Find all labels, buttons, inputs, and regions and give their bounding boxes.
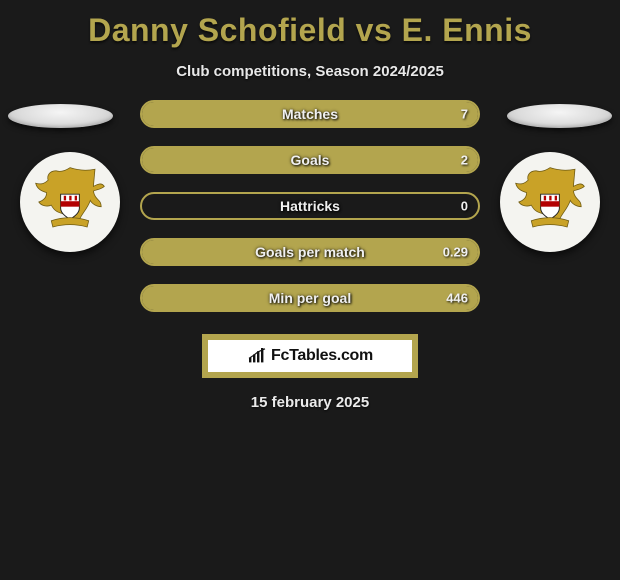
stat-value-right: 0.29 [443, 245, 468, 260]
stat-value-right: 2 [461, 153, 468, 168]
doncaster-rovers-crest-icon [31, 163, 109, 241]
stat-label: Min per goal [269, 290, 351, 306]
stat-row: Goals 2 [140, 146, 480, 174]
brand-badge[interactable]: FcTables.com [202, 334, 418, 378]
stat-label: Hattricks [280, 198, 340, 214]
stat-label: Matches [282, 106, 338, 122]
stat-label: Goals [291, 152, 330, 168]
stat-row: Hattricks 0 [140, 192, 480, 220]
brand-text: FcTables.com [271, 347, 373, 365]
club-crest-right [500, 152, 600, 252]
page-title: Danny Schofield vs E. Ennis [0, 0, 620, 49]
stat-label: Goals per match [255, 244, 365, 260]
stat-row: Matches 7 [140, 100, 480, 128]
stat-value-right: 446 [446, 291, 468, 306]
doncaster-rovers-crest-icon [511, 163, 589, 241]
player-platform-right [507, 104, 612, 128]
bar-chart-icon [247, 348, 267, 364]
stat-row: Goals per match 0.29 [140, 238, 480, 266]
stat-value-right: 7 [461, 107, 468, 122]
club-crest-left [20, 152, 120, 252]
player-platform-left [8, 104, 113, 128]
page-subtitle: Club competitions, Season 2024/2025 [0, 63, 620, 80]
stat-value-right: 0 [461, 199, 468, 214]
snapshot-date: 15 february 2025 [0, 394, 620, 411]
stats-container: Matches 7 Goals 2 Hattricks 0 Goals per match 0… [140, 100, 480, 312]
stat-row: Min per goal 446 [140, 284, 480, 312]
comparison-arena: Matches 7 Goals 2 Hattricks 0 Goals per match 0… [0, 100, 620, 312]
